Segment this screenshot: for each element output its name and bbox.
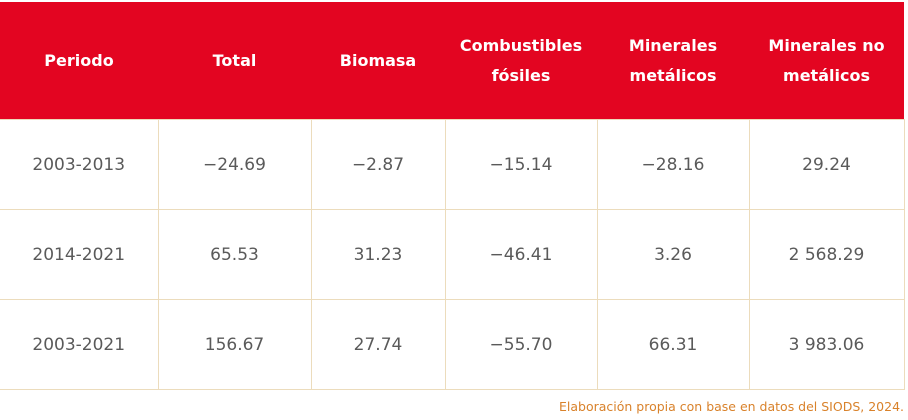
data-table: Periodo Total Biomasa Combustibles fósiles M… (0, 2, 905, 390)
period-cell: 2014-2021 (0, 209, 159, 300)
table-row: 2014-2021 65.53 31.23 −46.41 3.26 2 568.29 (0, 209, 905, 300)
header-cell: Minerales metálicos (597, 2, 749, 120)
value-cell: 31.23 (310, 209, 446, 300)
value-cell: 66.31 (596, 299, 750, 390)
header-row: Periodo Total Biomasa Combustibles fósiles M… (0, 2, 904, 120)
period-cell: 2003-2013 (0, 119, 159, 210)
header-cell: Minerales no metálicos (749, 2, 904, 120)
value-cell: 3.26 (596, 209, 750, 300)
value-cell: −15.14 (444, 119, 598, 210)
table-row: 2003-2013 −24.69 −2.87 −15.14 −28.16 29.24 (0, 119, 905, 210)
value-cell: −2.87 (310, 119, 446, 210)
value-cell: −28.16 (596, 119, 750, 210)
header-cell: Periodo (0, 2, 158, 120)
header-cell: Combustibles fósiles (445, 2, 597, 120)
value-cell: −55.70 (444, 299, 598, 390)
header-cell: Biomasa (311, 2, 445, 120)
value-cell: 3 983.06 (748, 299, 905, 390)
header-cell: Total (158, 2, 311, 120)
table-body: 2003-2013 −24.69 −2.87 −15.14 −28.16 29.24 201… (0, 119, 905, 390)
value-cell: −24.69 (157, 119, 312, 210)
value-cell: 27.74 (310, 299, 446, 390)
period-cell: 2003-2021 (0, 299, 159, 390)
value-cell: 29.24 (748, 119, 905, 210)
value-cell: 156.67 (157, 299, 312, 390)
value-cell: 2 568.29 (748, 209, 905, 300)
value-cell: −46.41 (444, 209, 598, 300)
source-note: Elaboración propia con base en datos del… (558, 399, 904, 414)
value-cell: 65.53 (157, 209, 312, 300)
table-row: 2003-2021 156.67 27.74 −55.70 66.31 3 983.06 (0, 299, 905, 390)
